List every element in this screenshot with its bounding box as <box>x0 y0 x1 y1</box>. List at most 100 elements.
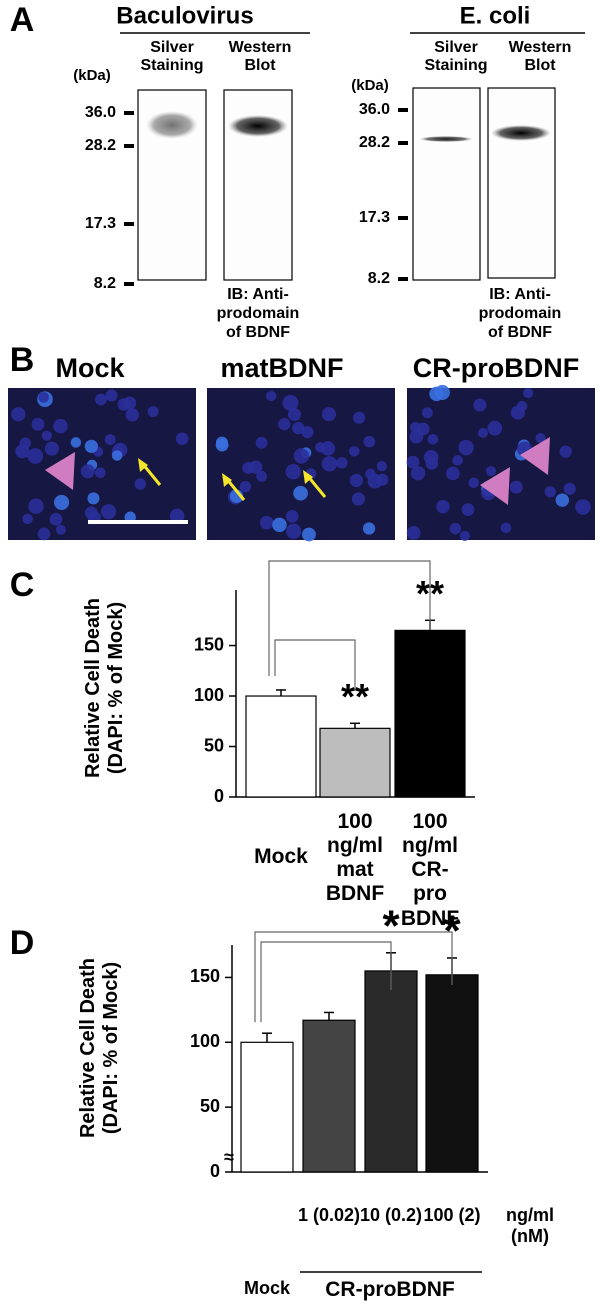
cell <box>293 448 310 464</box>
cell <box>500 522 512 534</box>
cell <box>22 513 33 525</box>
cell <box>349 446 360 457</box>
lane-label: Western <box>509 39 572 56</box>
arrow-head <box>303 470 313 484</box>
cell <box>111 450 123 461</box>
lane-label: Western <box>229 39 292 56</box>
y-tick-label: 150 <box>194 634 224 654</box>
cell <box>54 494 70 510</box>
y-axis-label: Relative Cell Death (DAPI: % of Mock) <box>82 597 127 779</box>
blot-lane <box>487 87 556 279</box>
cell <box>376 460 387 472</box>
lane-label: Staining <box>424 57 487 74</box>
cell <box>70 437 82 448</box>
cell <box>468 477 480 489</box>
y-tick-label: 100 <box>194 685 224 705</box>
image-title: CR-proBDNF <box>413 353 579 383</box>
significance-bracket <box>260 941 392 1023</box>
cell <box>239 480 252 493</box>
y-axis-label: Relative Cell Death (DAPI: % of Mock) <box>77 957 122 1139</box>
panel-letter: D <box>10 924 35 962</box>
y-tick-label: 50 <box>204 735 224 755</box>
lane-label: Silver <box>150 39 194 56</box>
lane-label: Staining <box>140 57 203 74</box>
arrow-head <box>222 473 232 487</box>
unit-label: ng/ml (nM) <box>506 1205 554 1246</box>
cell <box>411 466 426 481</box>
cell <box>563 482 576 495</box>
bar <box>425 974 479 1173</box>
y-tick-label: 0 <box>214 786 224 806</box>
cell <box>104 434 116 446</box>
micrograph <box>8 388 196 540</box>
cell <box>37 527 51 541</box>
note-line: IB: Anti- <box>227 286 289 303</box>
cell <box>286 523 302 539</box>
blot-band <box>228 115 288 137</box>
note-line: of BDNF <box>226 324 290 341</box>
blot-band <box>146 111 198 139</box>
cell <box>535 432 546 444</box>
cell <box>282 394 299 411</box>
cell <box>473 398 487 412</box>
x-category-label: 1 (0.02) <box>297 1205 361 1225</box>
cell <box>406 455 420 469</box>
bar <box>302 1019 356 1173</box>
cell <box>301 426 314 439</box>
blot-band <box>491 125 551 141</box>
bar <box>394 629 466 798</box>
cell <box>446 466 460 481</box>
cell <box>575 499 591 515</box>
x-category-label: Mock <box>243 1278 290 1298</box>
cell <box>321 407 336 422</box>
cell <box>421 407 433 419</box>
significance-bracket <box>254 931 453 1023</box>
marker-label: 17.3 <box>85 215 116 232</box>
cell <box>278 417 291 431</box>
cell <box>84 439 98 453</box>
panel-letter: C <box>10 566 35 604</box>
note-line: of BDNF <box>488 324 552 341</box>
cell <box>544 486 556 498</box>
cell <box>351 492 365 506</box>
bar <box>364 970 418 1173</box>
cell <box>336 457 348 469</box>
marker-label: 28.2 <box>359 134 390 151</box>
cell <box>266 390 277 402</box>
cell <box>256 470 268 482</box>
cell <box>11 407 26 422</box>
blot-title: E. coli <box>460 2 531 29</box>
cell <box>41 430 52 441</box>
cell <box>423 450 439 465</box>
cell <box>215 436 229 449</box>
cell <box>302 527 316 542</box>
cell <box>362 522 376 535</box>
cell <box>436 499 450 514</box>
note-line: prodomain <box>217 305 300 322</box>
cell <box>55 524 66 535</box>
lane-label: Blot <box>524 57 556 74</box>
cell <box>19 437 31 449</box>
cell <box>259 515 274 530</box>
arrow-head <box>138 458 148 472</box>
cell <box>487 420 503 436</box>
cell <box>461 503 475 517</box>
image-title: matBDNF <box>220 353 343 383</box>
cell <box>416 422 430 436</box>
cell <box>292 421 305 435</box>
cell <box>28 498 44 514</box>
unit-label: (kDa) <box>73 67 111 84</box>
arrowhead-marker <box>45 452 75 490</box>
cell <box>510 405 525 420</box>
marker-label: 17.3 <box>359 209 390 226</box>
x-category-label: 100 ng/ml mat BDNF <box>325 810 385 906</box>
marker-label: 8.2 <box>94 275 116 292</box>
significance: * <box>382 901 400 950</box>
cell <box>477 427 488 438</box>
cell <box>285 463 301 480</box>
y-tick-label: 50 <box>200 1096 220 1116</box>
marker-label: 8.2 <box>368 270 390 287</box>
panel-letter: B <box>10 341 35 379</box>
note-line: IB: Anti- <box>489 286 551 303</box>
